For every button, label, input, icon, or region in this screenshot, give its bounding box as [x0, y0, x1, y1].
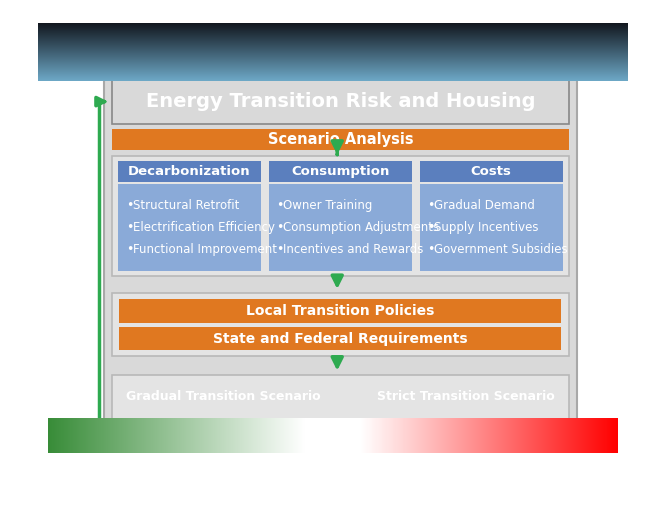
Text: •: •: [428, 221, 435, 234]
Text: Owner Training: Owner Training: [284, 199, 373, 212]
Text: Strict Transition Scenario: Strict Transition Scenario: [377, 390, 555, 403]
Text: Incentives and Rewards: Incentives and Rewards: [284, 243, 424, 256]
Text: •: •: [276, 221, 284, 234]
Text: •: •: [126, 243, 133, 256]
Bar: [268, 184, 412, 271]
Bar: [118, 161, 261, 183]
Text: Government Subsidies: Government Subsidies: [434, 243, 568, 256]
Text: Gradual Demand: Gradual Demand: [434, 199, 535, 212]
Bar: [420, 161, 563, 183]
Polygon shape: [214, 420, 230, 431]
Bar: [112, 129, 569, 150]
Bar: [120, 327, 561, 350]
Text: •: •: [276, 199, 284, 212]
Text: Consumption Adjustments: Consumption Adjustments: [284, 221, 440, 234]
Bar: [420, 184, 563, 271]
Text: Supply Incentives: Supply Incentives: [434, 221, 539, 234]
Bar: [214, 422, 447, 429]
Bar: [118, 184, 261, 271]
Bar: [120, 300, 561, 323]
Text: Functional Improvement: Functional Improvement: [133, 243, 276, 256]
Text: Energy Transition Risk and Housing: Energy Transition Risk and Housing: [145, 92, 535, 111]
Bar: [112, 293, 569, 357]
Text: •: •: [126, 199, 133, 212]
Polygon shape: [431, 420, 447, 431]
Text: Electrification Efficiency: Electrification Efficiency: [133, 221, 274, 234]
Text: Consumption: Consumption: [291, 165, 390, 178]
Text: Local Transition Policies: Local Transition Policies: [246, 304, 434, 318]
Bar: [112, 80, 569, 124]
Text: •: •: [428, 243, 435, 256]
Text: •: •: [276, 243, 284, 256]
Text: State and Federal Requirements: State and Federal Requirements: [213, 332, 468, 346]
Bar: [268, 161, 412, 183]
Text: •: •: [126, 221, 133, 234]
Text: Structural Retrofit: Structural Retrofit: [133, 199, 239, 212]
Text: Costs: Costs: [470, 165, 512, 178]
Text: Scenario Analysis: Scenario Analysis: [268, 132, 413, 147]
Text: Decarbonization: Decarbonization: [128, 165, 251, 178]
Text: Gradual Transition Scenario: Gradual Transition Scenario: [126, 390, 320, 403]
Bar: [112, 156, 569, 275]
Bar: [112, 375, 569, 443]
Text: •: •: [428, 199, 435, 212]
